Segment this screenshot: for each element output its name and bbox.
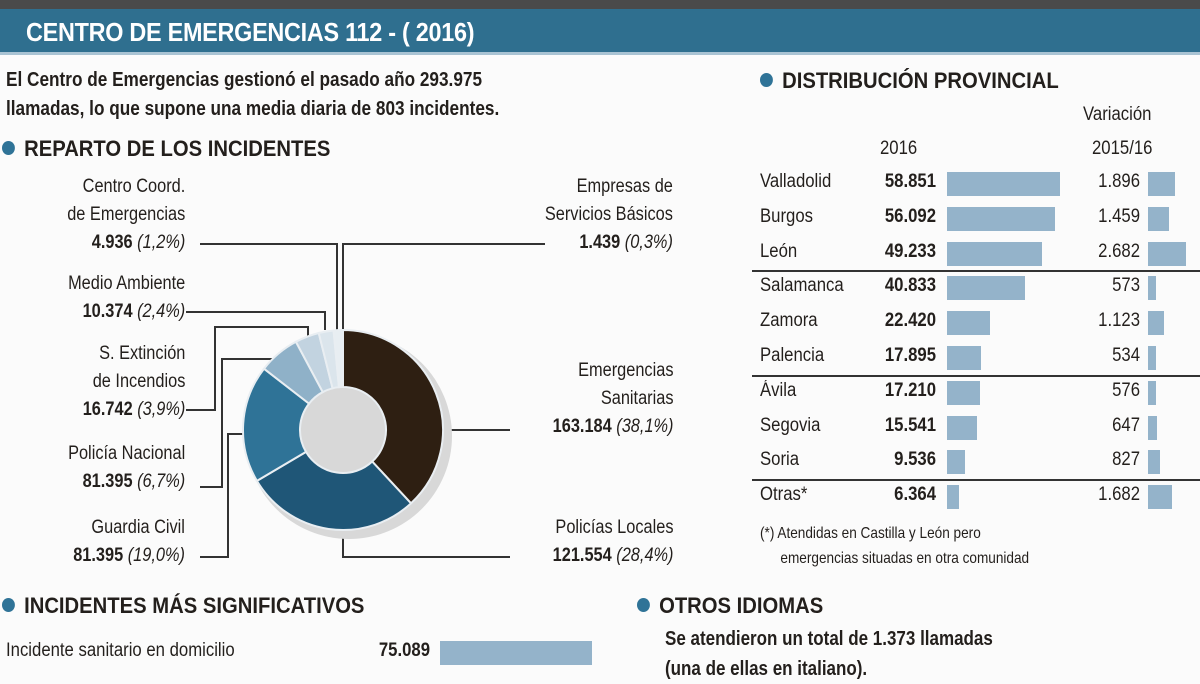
leader-line xyxy=(186,326,309,411)
divider xyxy=(752,270,1200,272)
incident-value: 75.089 xyxy=(378,640,430,661)
donut-slice xyxy=(342,328,444,505)
intro-line-1: El Centro de Emergencias gestionó el pas… xyxy=(6,69,483,91)
province-variation-value: 573 xyxy=(1112,275,1140,297)
province-2016-value: 17.210 xyxy=(884,379,936,401)
section-title: REPARTO DE LOS INCIDENTES xyxy=(24,136,331,161)
province-name: Salamanca xyxy=(760,275,844,297)
province-2016-bar xyxy=(947,346,982,370)
province-2016-bar xyxy=(947,380,981,405)
province-2016-bar xyxy=(947,172,1060,196)
province-2016-value: 6.364 xyxy=(894,484,936,506)
section-title: INCIDENTES MÁS SIGNIFICATIVOS xyxy=(24,593,365,618)
leader-line xyxy=(200,243,338,330)
bullet-icon xyxy=(2,141,15,155)
province-name: Otras* xyxy=(760,484,808,506)
province-variation-bar xyxy=(1148,485,1172,510)
province-name: Ávila xyxy=(760,379,797,401)
section-otros: OTROS IDIOMAS xyxy=(637,593,823,619)
province-variation-bar xyxy=(1148,380,1157,405)
label-sanitarias: Emergencias Sanitarias 163.184 (38,1%) xyxy=(552,360,673,437)
province-2016-bar xyxy=(947,241,1042,266)
province-2016-value: 40.833 xyxy=(884,275,936,297)
col-header-variacion: Variación xyxy=(1083,104,1152,125)
col-header-period: 2015/16 xyxy=(1092,138,1153,159)
province-variation-value: 1.459 xyxy=(1098,205,1140,227)
province-variation-bar xyxy=(1148,346,1156,370)
section-reparto: REPARTO DE LOS INCIDENTES xyxy=(2,136,330,162)
title-bar: CENTRO DE EMERGENCIAS 112 - ( 2016) xyxy=(0,9,1200,55)
province-variation-bar xyxy=(1148,241,1186,266)
province-variation-value: 827 xyxy=(1112,449,1140,471)
province-variation-value: 647 xyxy=(1112,414,1140,436)
province-name: Soria xyxy=(760,449,800,471)
province-name: Zamora xyxy=(760,310,818,332)
incident-bar xyxy=(440,641,592,665)
intro-text: El Centro de Emergencias gestionó el pas… xyxy=(6,66,499,124)
province-variation-bar xyxy=(1148,276,1157,301)
province-variation-value: 1.682 xyxy=(1098,484,1140,506)
label-extincion: S. Extinción de Incendios 16.742 (3,9%) xyxy=(82,343,185,420)
incident-name: Incidente sanitario en domicilio xyxy=(6,640,235,661)
province-2016-bar xyxy=(947,415,977,440)
donut-slice xyxy=(255,450,413,531)
province-variation-value: 576 xyxy=(1112,379,1140,401)
otros-text: Se atendieron un total de 1.373 llamadas… xyxy=(665,628,993,680)
province-variation-bar xyxy=(1148,450,1160,475)
province-name: León xyxy=(760,240,798,262)
section-title: OTROS IDIOMAS xyxy=(659,593,824,618)
province-variation-value: 534 xyxy=(1112,345,1140,366)
province-2016-value: 58.851 xyxy=(884,171,936,192)
province-variation-bar xyxy=(1148,311,1164,336)
bullet-icon xyxy=(637,598,650,612)
province-variation-bar xyxy=(1148,206,1169,231)
divider xyxy=(752,479,1200,481)
province-2016-value: 22.420 xyxy=(884,310,936,332)
leader-lines xyxy=(186,243,545,558)
province-name: Palencia xyxy=(760,345,825,366)
divider xyxy=(752,375,1200,377)
label-medio-ambiente: Medio Ambiente 10.374 (2,4%) xyxy=(67,273,185,322)
label-empresas: Empresas de Servicios Básicos 1.439 (0,3%) xyxy=(544,176,673,253)
bullet-icon xyxy=(2,598,15,612)
province-variation-value: 1.123 xyxy=(1098,310,1140,332)
page-title: CENTRO DE EMERGENCIAS 112 - ( 2016) xyxy=(26,17,475,47)
province-2016-value: 56.092 xyxy=(884,205,936,227)
province-2016-bar xyxy=(947,276,1026,301)
leader-line xyxy=(200,358,272,488)
label-guardia-civil: Guardia Civil 81.395 (19,0%) xyxy=(73,517,185,566)
top-strip xyxy=(0,0,1200,9)
footnote: (*) Atendidas en Castilla y León pero eme… xyxy=(760,525,1030,567)
col-header-2016: 2016 xyxy=(880,138,918,159)
province-name: Segovia xyxy=(760,414,821,436)
province-2016-value: 15.541 xyxy=(884,414,936,436)
donut-slice xyxy=(242,367,311,483)
intro-line-2: llamadas, lo que supone una media diaria… xyxy=(6,98,500,120)
province-2016-bar xyxy=(947,206,1055,231)
province-variation-value: 1.896 xyxy=(1098,171,1140,192)
province-2016-bar xyxy=(947,450,966,475)
donut-slice xyxy=(340,328,344,389)
province-2016-value: 17.895 xyxy=(884,345,936,366)
bullet-icon xyxy=(760,73,773,87)
province-2016-bar xyxy=(947,485,960,510)
province-2016-value: 49.233 xyxy=(884,240,936,262)
section-provincial: DISTRIBUCIÓN PROVINCIAL xyxy=(760,68,1059,94)
section-title: DISTRIBUCIÓN PROVINCIAL xyxy=(782,68,1059,93)
label-centro-coord: Centro Coord. de Emergencias 4.936 (1,2%) xyxy=(66,176,185,253)
province-variation-bar xyxy=(1148,415,1158,440)
leader-line xyxy=(342,243,545,330)
section-incidentes: INCIDENTES MÁS SIGNIFICATIVOS xyxy=(2,593,364,619)
leader-line xyxy=(200,433,245,558)
province-name: Valladolid xyxy=(760,171,832,192)
province-variation-value: 2.682 xyxy=(1098,240,1140,262)
leader-line xyxy=(186,311,326,330)
label-policias-locales: Policías Locales 121.554 (28,4%) xyxy=(552,517,673,566)
label-policia-nacional: Policía Nacional 81.395 (6,7%) xyxy=(67,443,185,492)
province-name: Burgos xyxy=(760,205,813,227)
province-2016-bar xyxy=(947,311,991,336)
province-2016-value: 9.536 xyxy=(894,449,936,471)
province-variation-bar xyxy=(1148,172,1175,196)
